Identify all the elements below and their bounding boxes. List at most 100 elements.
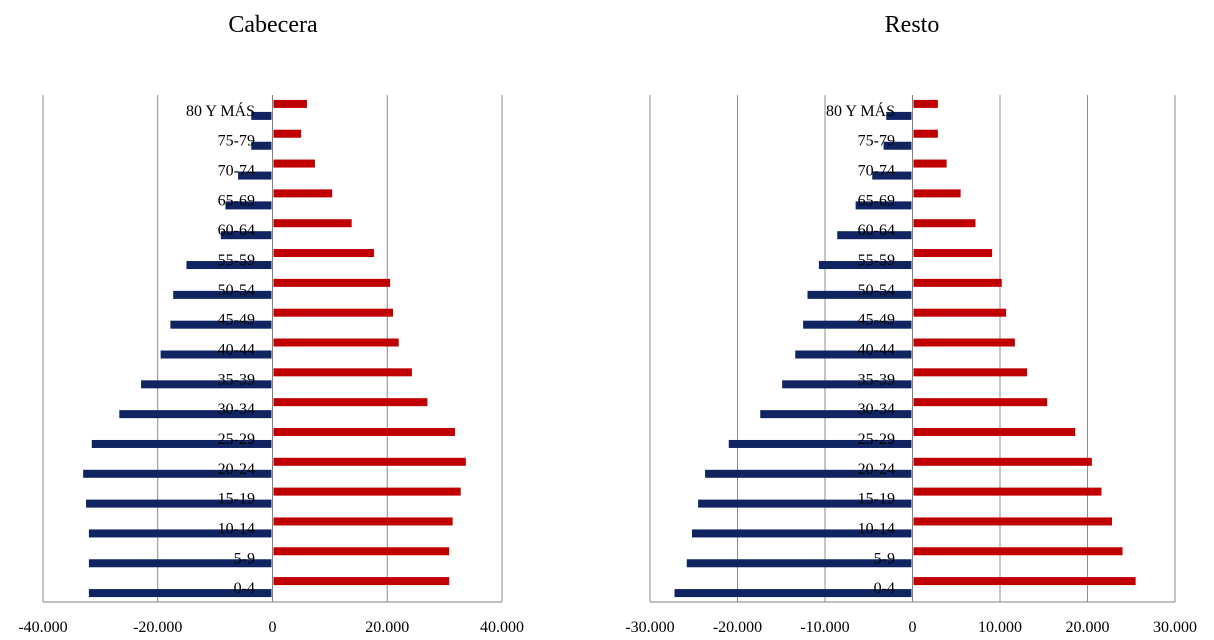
bar-negative-cabecera	[173, 290, 272, 299]
category-label: 10-14	[858, 520, 895, 537]
bar-positive-cabecera	[273, 278, 391, 287]
bar-negative-resto	[705, 469, 912, 478]
bar-positive-resto	[913, 457, 1092, 466]
category-label: 20-24	[858, 461, 895, 478]
bar-positive-cabecera	[273, 427, 455, 436]
bar-negative-cabecera	[251, 141, 272, 150]
bar-negative-resto	[692, 529, 912, 538]
x-tick-label: 30.000	[1153, 619, 1197, 636]
bar-negative-cabecera	[186, 261, 272, 270]
bar-positive-resto	[913, 189, 961, 198]
x-tick-label: 20.000	[1066, 619, 1110, 636]
category-label: 60-64	[218, 222, 255, 239]
x-tick-label: -40.000	[18, 619, 67, 636]
bar-positive-cabecera	[273, 99, 307, 108]
bar-positive-cabecera	[273, 547, 450, 556]
bar-positive-resto	[913, 398, 1048, 407]
category-label: 55-59	[858, 252, 895, 269]
category-label: 80 Y MÁS	[186, 101, 255, 120]
x-tick-label: -20.000	[713, 619, 762, 636]
bar-negative-cabecera	[220, 231, 272, 240]
bar-positive-resto	[913, 577, 1136, 586]
bar-positive-resto	[913, 487, 1102, 496]
bar-negative-cabecera	[88, 529, 272, 538]
bar-positive-cabecera	[273, 219, 352, 228]
bar-positive-cabecera	[273, 159, 315, 168]
category-label: 45-49	[858, 312, 895, 329]
x-tick-label: -30.000	[625, 619, 674, 636]
category-label: 70-74	[218, 163, 255, 180]
bar-positive-resto	[913, 278, 1002, 287]
category-label: 30-34	[218, 401, 255, 418]
bar-negative-cabecera	[160, 350, 272, 359]
bar-negative-resto	[837, 231, 912, 240]
bar-negative-resto	[883, 141, 912, 150]
bar-negative-resto	[760, 410, 912, 419]
bar-negative-cabecera	[170, 320, 272, 329]
category-label: 50-54	[218, 282, 255, 299]
bar-positive-resto	[913, 547, 1123, 556]
x-tick-label: -10.000	[800, 619, 849, 636]
x-tick-label: 0	[909, 619, 917, 636]
bar-negative-cabecera	[86, 499, 272, 508]
bar-negative-resto	[686, 559, 912, 568]
bar-negative-cabecera	[88, 589, 272, 598]
category-label: 80 Y MÁS	[826, 101, 895, 120]
bar-negative-resto	[855, 201, 912, 210]
bar-negative-cabecera	[251, 111, 272, 120]
category-label: 75-79	[858, 133, 895, 150]
bar-negative-resto	[807, 290, 912, 299]
bar-negative-resto	[803, 320, 912, 329]
bar-positive-cabecera	[273, 338, 399, 347]
bar-negative-resto	[872, 171, 912, 180]
category-label: 15-19	[218, 491, 255, 508]
category-label: 30-34	[858, 401, 895, 418]
category-label: 60-64	[858, 222, 895, 239]
category-label: 75-79	[218, 133, 255, 150]
bar-positive-resto	[913, 99, 938, 108]
bar-positive-resto	[913, 219, 976, 228]
bar-positive-resto	[913, 368, 1028, 377]
bar-positive-cabecera	[273, 577, 450, 586]
category-label: 5-9	[874, 550, 895, 567]
category-label: 45-49	[218, 312, 255, 329]
bar-positive-resto	[913, 249, 993, 258]
category-label: 35-39	[218, 371, 255, 388]
category-label: 25-29	[858, 431, 895, 448]
bar-negative-resto	[698, 499, 912, 508]
bar-positive-cabecera	[273, 487, 461, 496]
category-label: 70-74	[858, 163, 895, 180]
bar-negative-resto	[782, 380, 912, 389]
bar-negative-resto	[728, 439, 912, 448]
bar-positive-cabecera	[273, 398, 428, 407]
category-label: 0-4	[234, 580, 255, 597]
category-label: 5-9	[234, 550, 255, 567]
x-tick-label: -20.000	[133, 619, 182, 636]
bar-positive-resto	[913, 338, 1015, 347]
bar-positive-cabecera	[273, 189, 333, 198]
bar-positive-cabecera	[273, 308, 393, 317]
bar-negative-cabecera	[83, 469, 272, 478]
bar-positive-cabecera	[273, 249, 375, 258]
bar-positive-resto	[913, 159, 947, 168]
category-label: 40-44	[858, 342, 895, 359]
bar-negative-cabecera	[119, 410, 272, 419]
category-label: 55-59	[218, 252, 255, 269]
chart-title-cabecera: Cabecera	[228, 12, 318, 38]
bar-negative-cabecera	[225, 201, 272, 210]
bar-negative-cabecera	[91, 439, 272, 448]
category-label: 10-14	[218, 520, 255, 537]
bar-negative-resto	[886, 111, 912, 120]
x-tick-label: 0	[269, 619, 277, 636]
category-label: 40-44	[218, 342, 255, 359]
bar-positive-resto	[913, 427, 1076, 436]
bar-positive-resto	[913, 517, 1112, 526]
category-label: 15-19	[858, 491, 895, 508]
bar-positive-cabecera	[273, 129, 302, 138]
category-label: 20-24	[218, 461, 255, 478]
chart-title-resto: Resto	[884, 12, 940, 38]
category-label: 65-69	[858, 192, 895, 209]
bar-positive-cabecera	[273, 517, 453, 526]
